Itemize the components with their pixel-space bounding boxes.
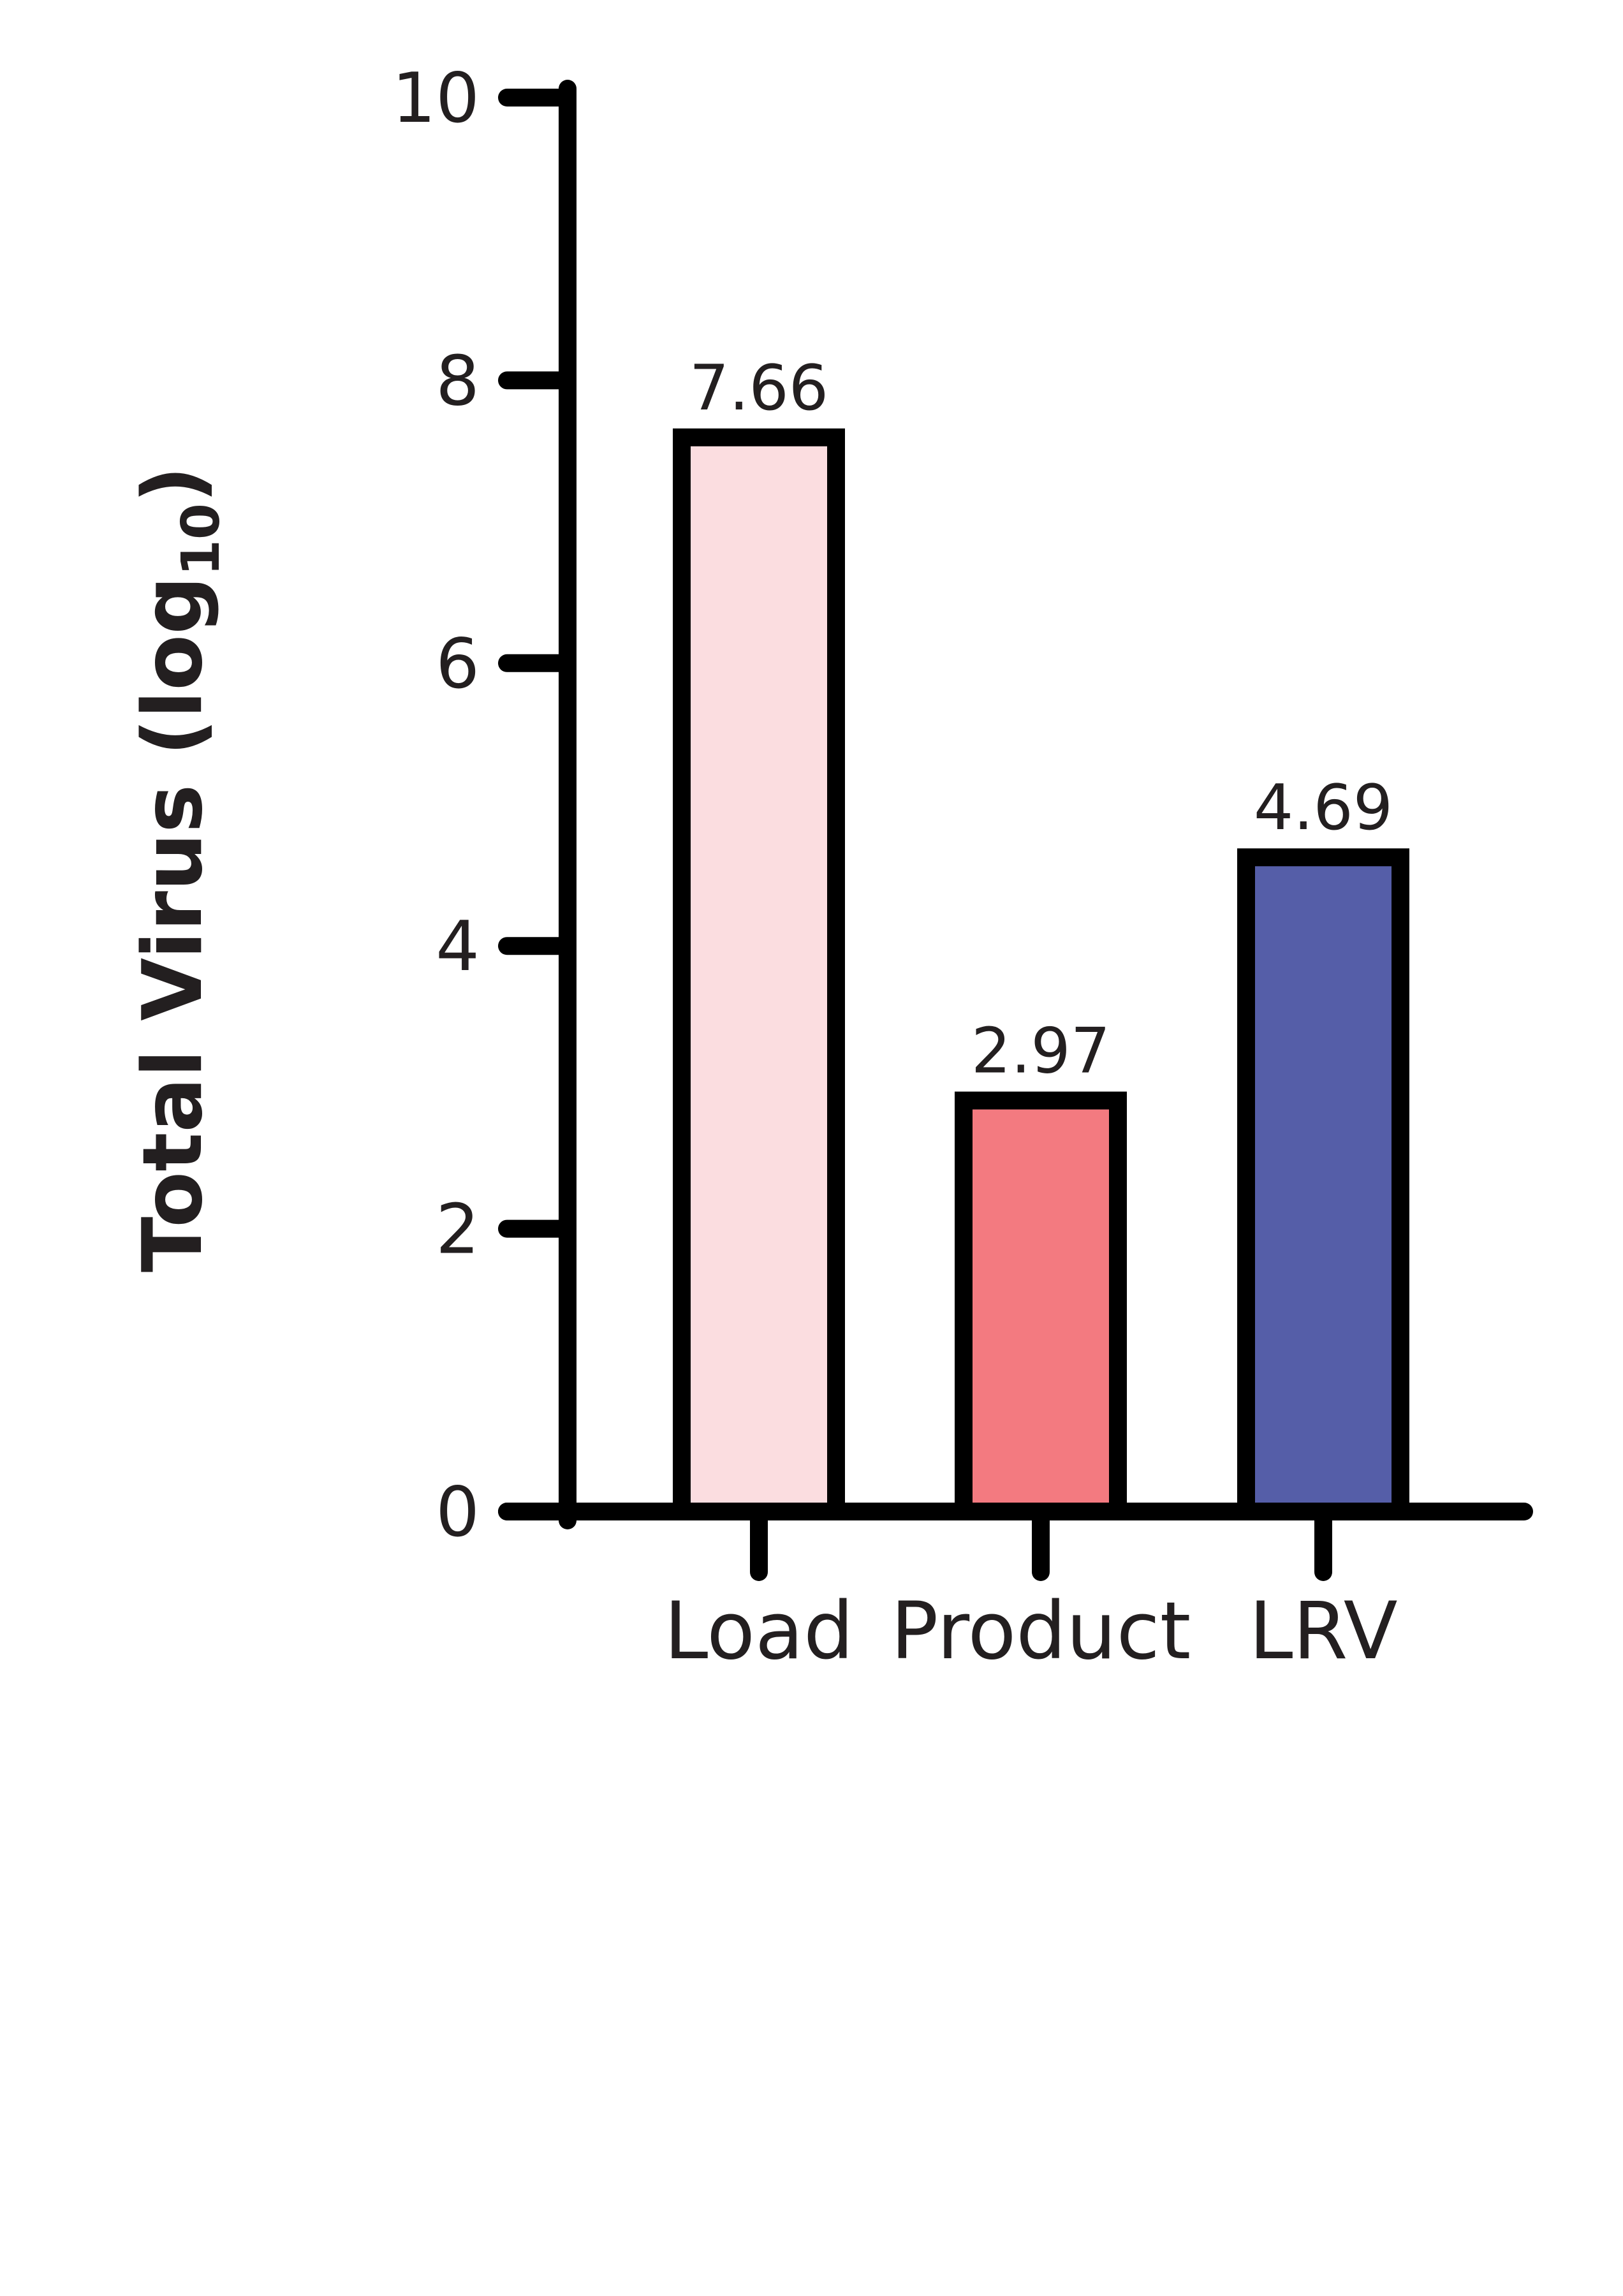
labels: 0 2 4 6 8 10 7.66 Load 2.97 Product 4.69 LRV [392,59,1398,1677]
data-label-lrv: 4.69 [1254,772,1393,844]
x-category-label-load: Load [664,1586,853,1677]
y-tick-label-8: 8 [436,341,480,421]
y-axis-title-close: ) [126,466,221,504]
bar-load [673,428,845,1521]
bar-lrv [1237,848,1409,1520]
y-tick-label-6: 6 [436,624,480,704]
y-tick-label-4: 4 [436,907,480,987]
y-tick-label-10: 10 [392,59,480,138]
y-axis-title-subscript: 10 [171,503,231,576]
bars [673,428,1409,1521]
data-label-product: 2.97 [971,1015,1110,1088]
y-tick-label-2: 2 [436,1190,480,1270]
y-tick-label-0: 0 [436,1473,480,1552]
x-category-label-product: Product [891,1586,1191,1677]
x-category-label-lrv: LRV [1249,1586,1397,1677]
bar-product [955,1091,1127,1520]
data-label-load: 7.66 [689,352,828,425]
y-axis-title-main: Total Virus (log [126,576,221,1272]
y-axis-title: Total Virus (log10) [126,466,231,1273]
